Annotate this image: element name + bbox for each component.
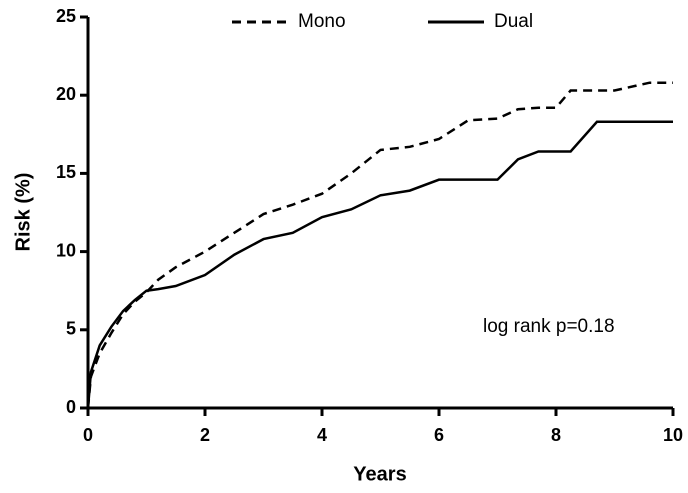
y-axis-label: Risk (%) xyxy=(12,173,34,252)
y-tick-label: 5 xyxy=(66,319,76,339)
y-tick-label: 10 xyxy=(56,240,76,260)
x-axis-label: Years xyxy=(353,463,406,485)
x-tick-label: 2 xyxy=(200,425,210,445)
x-tick-label: 4 xyxy=(317,425,327,445)
x-tick-label: 8 xyxy=(551,425,561,445)
x-tick-label: 6 xyxy=(434,425,444,445)
legend-label: Mono xyxy=(298,11,346,32)
annotation: log rank p=0.18 xyxy=(483,316,615,337)
y-tick-label: 20 xyxy=(56,84,76,104)
series-line xyxy=(86,120,673,409)
x-tick-label: 0 xyxy=(83,425,93,445)
x-tick-label: 10 xyxy=(663,425,683,445)
series-line xyxy=(86,81,673,409)
y-tick-label: 0 xyxy=(66,397,76,417)
y-tick-label: 25 xyxy=(56,6,76,26)
legend-label: Dual xyxy=(494,11,533,32)
y-tick-label: 15 xyxy=(56,162,76,182)
